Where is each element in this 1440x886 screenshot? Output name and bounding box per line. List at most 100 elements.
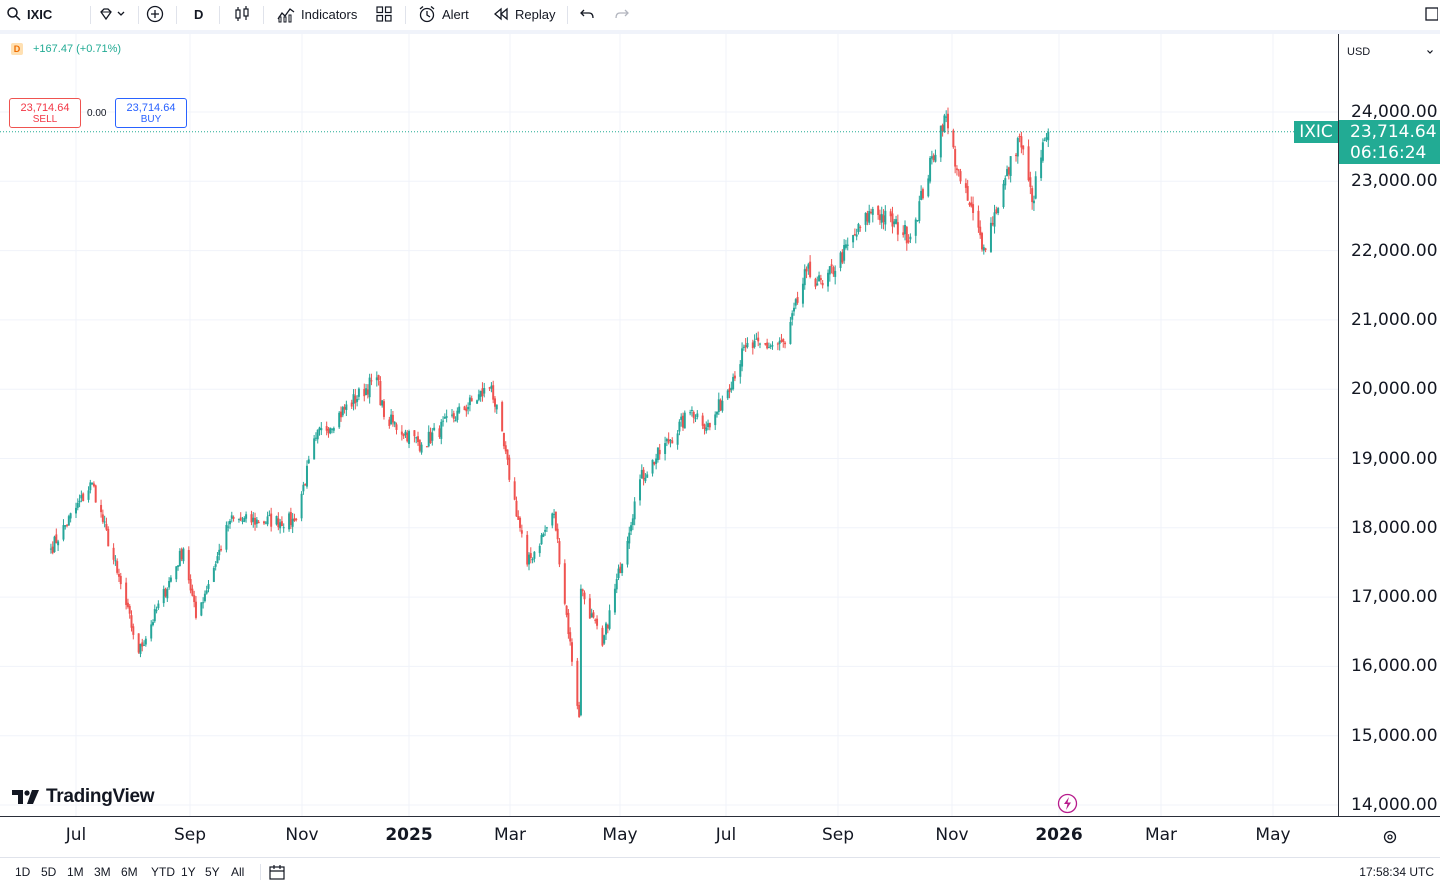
interval-button[interactable]: D — [194, 0, 203, 28]
candle-body — [880, 213, 883, 223]
candle-body — [651, 459, 654, 474]
range-button-5y[interactable]: 5Y — [205, 864, 220, 879]
candle-body — [304, 483, 307, 485]
candle-body — [205, 590, 208, 594]
candle-body — [438, 428, 441, 438]
candle-body — [868, 210, 871, 223]
range-button-1m[interactable]: 1M — [67, 864, 84, 879]
range-button-ytd[interactable]: YTD — [151, 864, 175, 879]
fullscreen-button[interactable] — [1424, 0, 1438, 28]
utc-clock[interactable]: 17:58:34 UTC — [1359, 864, 1434, 879]
candle-body — [126, 602, 129, 607]
indicators-label: Indicators — [301, 6, 358, 22]
candle-body — [592, 612, 595, 618]
chart-pane[interactable]: D +167.47 (+0.71%) 23,714.64 SELL 0.00 2… — [0, 34, 1338, 816]
sell-button[interactable]: 23,714.64 SELL — [9, 98, 81, 128]
candle-body — [243, 518, 246, 522]
range-button-5d[interactable]: 5D — [41, 864, 57, 879]
compare-menu[interactable] — [98, 0, 126, 28]
price-label: 20,000.00 — [1351, 379, 1438, 400]
candle-body — [780, 340, 783, 342]
candle-body — [828, 266, 831, 275]
axis-settings-button[interactable] — [1382, 829, 1398, 850]
candle-body — [166, 589, 169, 599]
range-button-3m[interactable]: 3M — [94, 864, 111, 879]
candle-body — [846, 244, 849, 246]
candle-body — [970, 202, 973, 207]
symbol-search[interactable]: IXIC — [6, 0, 52, 28]
candle-body — [263, 521, 266, 524]
candle-body — [934, 154, 937, 162]
candle-body — [202, 602, 205, 604]
candle-body — [529, 553, 532, 559]
candle-body — [493, 398, 496, 407]
candle-body — [995, 209, 998, 214]
candle-body — [921, 189, 924, 199]
time-axis[interactable]: Jul Sep Nov 2025 Mar May Jul Sep Nov 2026 Mar May — [0, 816, 1440, 857]
diamond-icon — [98, 6, 114, 22]
candle-body — [707, 423, 710, 428]
tradingview-logo: TradingView — [12, 786, 155, 808]
candle-body — [556, 528, 559, 540]
candle-body — [920, 190, 923, 200]
price-axis[interactable]: USD 24,000.00 23,000.00 22,000.00 21,000.00… — [1338, 34, 1440, 816]
candle-body — [520, 530, 523, 534]
goto-date-button[interactable] — [268, 863, 286, 886]
range-button-all[interactable]: All — [231, 864, 245, 879]
candle-body — [143, 644, 146, 646]
candle-body — [155, 610, 158, 612]
candle-body — [458, 406, 461, 413]
candle-body — [619, 566, 622, 574]
candle-body — [681, 415, 684, 428]
candle-body — [1045, 137, 1048, 140]
price-label: 16,000.00 — [1351, 656, 1438, 677]
candle-body — [420, 444, 423, 453]
time-label: Mar — [1144, 825, 1178, 845]
price-label: 14,000.00 — [1351, 795, 1438, 815]
candle-body — [758, 343, 761, 345]
bottom-bar: 1D 5D 1M 3M 6M YTD 1Y 5Y All 17:58:34 UTC — [0, 857, 1440, 885]
candle-body — [501, 402, 504, 432]
candle-body — [268, 515, 271, 517]
price-label: 21,000.00 — [1351, 309, 1438, 330]
templates-button[interactable] — [375, 0, 393, 28]
range-button-1y[interactable]: 1Y — [181, 864, 196, 879]
candle-body — [803, 269, 806, 286]
events-lightning-icon[interactable] — [1057, 793, 1078, 819]
candle-body — [325, 426, 328, 431]
candle-body — [630, 525, 633, 532]
redo-button[interactable] — [614, 0, 630, 28]
candle-body — [567, 612, 570, 635]
candle-body — [764, 343, 767, 345]
candle-body — [366, 389, 369, 395]
buy-button[interactable]: 23,714.64 BUY — [115, 98, 187, 128]
candle-body — [843, 244, 846, 261]
candle-body — [194, 601, 197, 618]
add-symbol-button[interactable] — [146, 0, 164, 28]
indicators-button[interactable]: Indicators — [276, 0, 357, 28]
candle-body — [67, 516, 70, 526]
candle-body — [463, 406, 466, 411]
candle-body — [658, 449, 661, 455]
candlestick-chart[interactable] — [0, 34, 1338, 816]
replay-button[interactable]: Replay — [492, 0, 555, 28]
range-button-1d[interactable]: 1D — [15, 864, 31, 879]
currency-select[interactable]: USD — [1341, 40, 1439, 64]
candle-body — [905, 226, 908, 244]
candle-body — [239, 517, 242, 521]
candle-body — [180, 549, 183, 560]
interval-badge: D — [11, 43, 23, 55]
candle-body — [1041, 142, 1044, 161]
alert-button[interactable]: Alert — [417, 0, 469, 28]
undo-button[interactable] — [579, 0, 595, 28]
candle-body — [945, 116, 948, 118]
candle-body — [603, 635, 606, 644]
candle-body — [667, 438, 670, 443]
range-button-6m[interactable]: 6M — [121, 864, 138, 879]
candle-body — [168, 580, 171, 588]
candle-body — [655, 458, 658, 464]
candle-body — [855, 234, 858, 237]
candle-body — [220, 548, 223, 551]
candle-body — [365, 388, 368, 396]
chart-type-button[interactable] — [233, 0, 251, 28]
